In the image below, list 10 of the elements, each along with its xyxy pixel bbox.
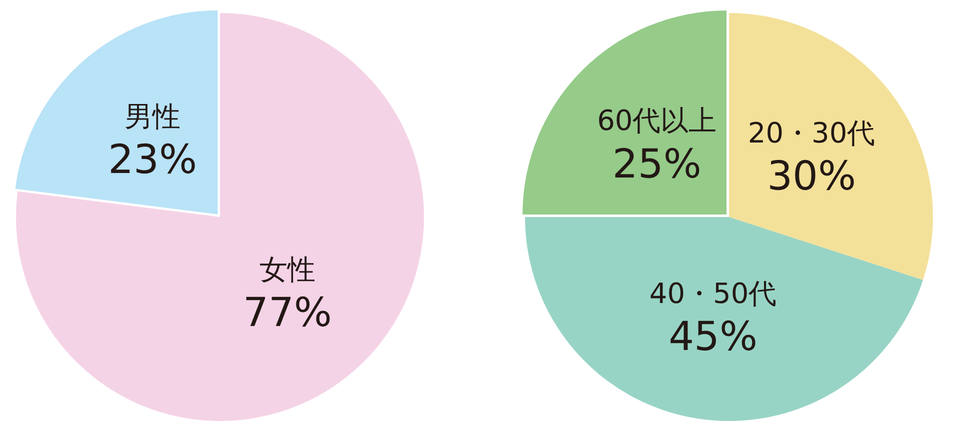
data-label: 77% [243, 290, 332, 336]
data-label: 23% [108, 136, 197, 183]
slice-label: 女性 [259, 252, 316, 286]
data-label: 30% [767, 153, 856, 200]
slice-label: 男性 [124, 100, 181, 133]
data-label: 25% [612, 141, 702, 188]
slice-label: 20・30代 [748, 116, 876, 150]
slice-label: 60代以上 [597, 104, 717, 138]
slice-label: 40・50代 [649, 277, 777, 310]
data-label: 45% [668, 314, 758, 360]
